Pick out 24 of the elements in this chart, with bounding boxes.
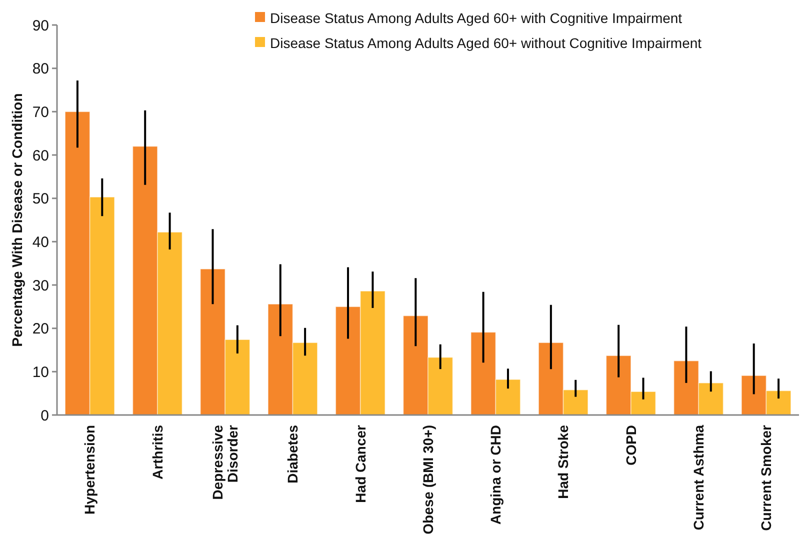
- x-tick-label: Depressive Disorder: [209, 424, 241, 500]
- y-tick-label: 80: [32, 60, 49, 78]
- y-tick-label: 20: [32, 320, 49, 338]
- x-tick-label: Angina or CHD: [488, 425, 504, 525]
- y-tick-label: 60: [32, 147, 49, 164]
- x-tick-label: Had Cancer: [352, 424, 368, 503]
- y-tick-label: 90: [32, 17, 49, 34]
- y-tick-label: 50: [32, 190, 49, 208]
- x-tick-label: Current Smoker: [758, 424, 774, 531]
- x-tick-label: Arthritis: [149, 424, 166, 480]
- x-tick-label: Obese (BMI 30+): [420, 425, 436, 534]
- y-tick-label: 30: [32, 277, 49, 294]
- legend-label: Disease Status Among Adults Aged 60+ with Cognitive Impairment: [270, 10, 682, 26]
- x-tick-label: Current Asthma: [690, 424, 706, 530]
- x-tick-label: COPD: [622, 425, 639, 466]
- y-tick-label: 0: [40, 407, 49, 424]
- y-tick-label: 70: [32, 104, 49, 121]
- legend-label: Disease Status Among Adults Aged 60+ without Cognitive Impairment: [270, 34, 702, 51]
- x-tick-label: Had Stroke: [555, 424, 572, 499]
- y-axis-title: Percentage With Disease or Condition: [9, 93, 25, 347]
- x-tick-label: Hypertension: [82, 425, 98, 514]
- y-tick-label: 40: [32, 234, 49, 251]
- x-tick-label: Diabetes: [284, 424, 301, 484]
- y-tick-label: 10: [32, 364, 49, 381]
